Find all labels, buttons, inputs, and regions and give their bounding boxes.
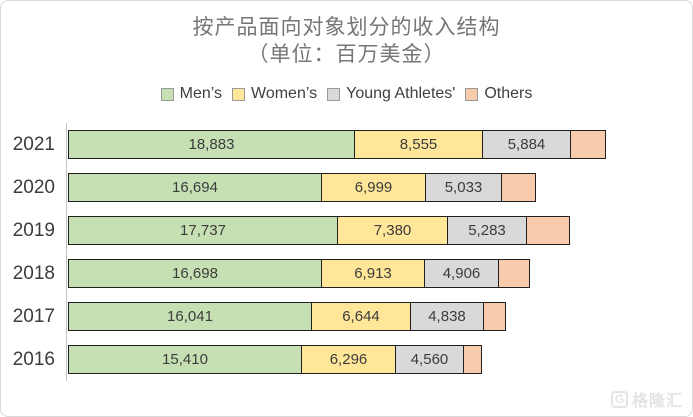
data-label: 4,560 [410, 351, 449, 368]
legend: Men’s Women’s Young Athletes' Others [1, 85, 692, 103]
year-label: 2016 [12, 348, 55, 370]
data-label: 16,698 [172, 265, 218, 282]
bar-row-2016: 2016 15,410 6,296 4,560 [1, 338, 692, 381]
legend-label: Others [484, 85, 533, 102]
chart-title: 按产品面向对象划分的收入结构 [192, 16, 501, 39]
data-label: 5,033 [444, 179, 483, 196]
legend-item-1: Women’s [232, 85, 317, 103]
bar-segment-2019-series-2: 5,283 [447, 216, 527, 245]
bar-segment-2017-series-2: 4,838 [410, 302, 484, 331]
legend-swatch-icon [160, 87, 174, 101]
watermark-logo-icon: G [610, 390, 628, 408]
data-label: 6,999 [354, 179, 393, 196]
bar-segment-2018-series-0: 16,698 [68, 259, 322, 288]
bar-segment-2018-series-2: 4,906 [424, 259, 499, 288]
year-label: 2017 [12, 305, 55, 327]
data-label: 8,555 [399, 136, 438, 153]
bar-segment-2017-series-1: 6,644 [310, 302, 412, 331]
bar-row-2019: 2019 17,737 7,380 5,283 [1, 209, 692, 252]
bar-segment-2016-series-3 [462, 345, 482, 374]
bar-segment-2020-series-3 [500, 173, 536, 202]
data-label: 5,884 [507, 136, 546, 153]
legend-item-2: Young Athletes' [327, 85, 455, 103]
data-label: 7,380 [373, 222, 412, 239]
chart-subtitle: （单位：百万美金） [247, 43, 446, 66]
bar-row-2018: 2018 16,698 6,913 4,906 [1, 252, 692, 295]
bar-segment-2019-series-0: 17,737 [68, 216, 338, 245]
bar-segment-2020-series-0: 16,694 [68, 173, 322, 202]
watermark-text: 格隆汇 [631, 393, 683, 410]
bar-segment-2019-series-1: 7,380 [336, 216, 449, 245]
data-label: 16,694 [172, 179, 218, 196]
data-label: 17,737 [180, 222, 226, 239]
bar-segment-2018-series-3 [497, 259, 530, 288]
data-label: 6,644 [342, 308, 380, 325]
stacked-bar: 16,698 6,913 4,906 [66, 252, 692, 295]
data-label: 5,283 [468, 222, 506, 239]
bar-segment-2021-series-1: 8,555 [353, 130, 484, 159]
legend-swatch-icon [327, 87, 341, 101]
bar-segment-2020-series-1: 6,999 [320, 173, 427, 202]
data-label: 6,913 [354, 265, 392, 282]
stacked-bar: 18,883 8,555 5,884 [66, 123, 692, 166]
bar-row-2017: 2017 16,041 6,644 4,838 [1, 295, 692, 338]
bar-segment-2018-series-1: 6,913 [320, 259, 426, 288]
bar-segment-2021-series-3 [569, 130, 606, 159]
year-label: 2020 [12, 176, 55, 198]
data-label: 15,410 [162, 351, 208, 368]
stacked-bar: 15,410 6,296 4,560 [66, 338, 692, 381]
bar-segment-2019-series-3 [525, 216, 570, 245]
bar-segment-2016-series-0: 15,410 [68, 345, 302, 374]
year-label: 2019 [12, 219, 55, 241]
data-label: 4,906 [442, 265, 481, 282]
bar-segment-2020-series-2: 5,033 [425, 173, 502, 202]
legend-label: Men’s [179, 85, 223, 102]
bar-segment-2017-series-0: 16,041 [68, 302, 312, 331]
bar-segment-2016-series-2: 4,560 [395, 345, 464, 374]
legend-swatch-icon [232, 87, 246, 101]
legend-label: Women’s [251, 85, 318, 102]
legend-item-3: Others [465, 85, 532, 103]
stacked-bar: 16,694 6,999 5,033 [66, 166, 692, 209]
legend-label: Young Athletes' [346, 85, 456, 102]
data-label: 6,296 [329, 351, 368, 368]
bar-row-2021: 2021 18,883 8,555 5,884 [1, 123, 692, 166]
data-label: 4,838 [428, 308, 466, 325]
gelonghui-watermark: G 格隆汇 [610, 387, 683, 411]
data-label: 16,041 [167, 308, 213, 325]
year-label: 2018 [12, 262, 55, 284]
bar-segment-2017-series-3 [482, 302, 506, 331]
legend-swatch-icon [465, 87, 479, 101]
bar-segment-2021-series-2: 5,884 [482, 130, 571, 159]
stacked-bar: 17,737 7,380 5,283 [66, 209, 692, 252]
legend-item-0: Men’s [160, 85, 223, 103]
plot-area: 2021 18,883 8,555 5,884 2020 16,694 6,999 5,033… [1, 123, 692, 381]
bar-row-2020: 2020 16,694 6,999 5,033 [1, 166, 692, 209]
chart-title-block: 按产品面向对象划分的收入结构 （单位：百万美金） [1, 14, 692, 68]
bar-segment-2016-series-1: 6,296 [300, 345, 397, 374]
bar-segment-2021-series-0: 18,883 [68, 130, 355, 159]
stacked-bar: 16,041 6,644 4,838 [66, 295, 692, 338]
year-label: 2021 [12, 133, 55, 155]
data-label: 18,883 [188, 136, 235, 153]
